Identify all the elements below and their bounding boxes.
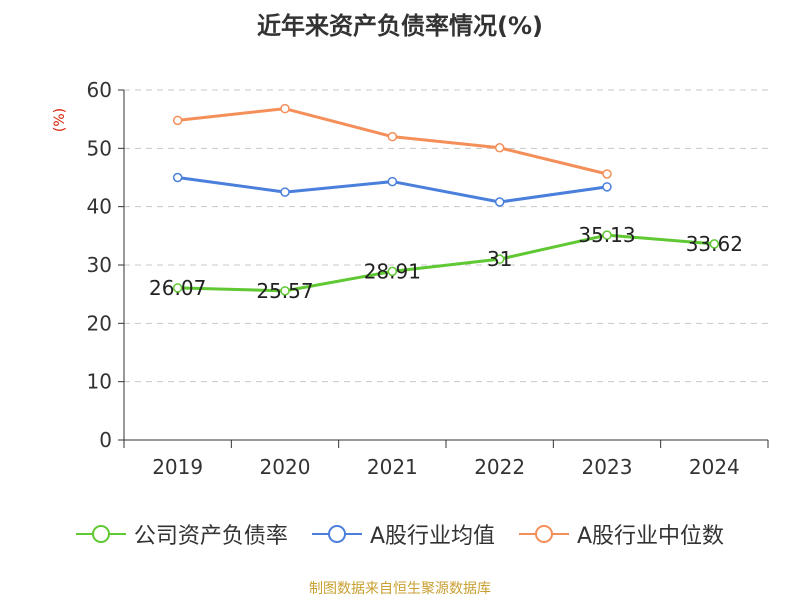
data-point-company: [602, 230, 612, 240]
data-point-industry-mean: [280, 187, 290, 197]
source-note: 制图数据来自恒生聚源数据库: [309, 581, 491, 597]
y-tick-label: 50: [87, 136, 112, 160]
y-tick-label: 60: [87, 78, 112, 102]
data-point-company: [172, 283, 183, 293]
data-label: 33.62: [686, 232, 743, 256]
chart-title: 近年来资产负债率情况(%): [257, 12, 543, 40]
legend-item-industry-mean[interactable]: A股行业均值: [311, 518, 495, 550]
data-point-industry-median: [602, 169, 612, 179]
legend-item-company[interactable]: 公司资产负债率: [75, 518, 288, 550]
data-label: 25.57: [256, 279, 313, 303]
x-tick-label: 2022: [474, 455, 525, 479]
data-point-industry-median: [387, 131, 398, 142]
legend: 公司资产负债率 A股行业均值 A股行业中位数: [0, 518, 800, 550]
x-tick-label: 2021: [367, 455, 418, 479]
y-tick-label: 30: [87, 253, 112, 277]
legend-item-industry-median[interactable]: A股行业中位数: [519, 518, 724, 550]
data-point-industry-median: [494, 143, 505, 153]
y-tick-label: 40: [87, 195, 112, 219]
data-label: 35.13: [578, 223, 635, 247]
x-tick-label: 2019: [152, 455, 203, 479]
legend-label-company: 公司资产负债率: [133, 524, 288, 549]
data-point-company: [280, 286, 290, 296]
data-point-industry-median: [280, 103, 290, 114]
data-label: 28.91: [364, 259, 421, 283]
x-tick-label: 2023: [582, 455, 633, 479]
x-tick-label: 2024: [689, 455, 740, 479]
y-tick-label: 20: [87, 311, 112, 335]
data-point-company: [387, 266, 398, 277]
x-tick-label: 2020: [260, 455, 311, 479]
legend-swatch-industry-mean: [311, 525, 362, 543]
data-label: 31: [487, 247, 512, 271]
legend-swatch-company: [75, 525, 126, 543]
data-point-company: [494, 254, 505, 264]
data-point-industry-mean: [494, 197, 505, 207]
legend-label-industry-median: A股行业中位数: [577, 524, 725, 549]
data-point-company: [709, 239, 720, 249]
data-label: 26.07: [149, 276, 206, 300]
data-point-industry-mean: [172, 172, 183, 183]
data-point-industry-mean: [387, 176, 398, 187]
y-tick-label: 10: [87, 370, 112, 394]
y-tick-label: 0: [99, 428, 112, 452]
series-line-company: [177, 233, 715, 293]
legend-label-industry-mean: A股行业均值: [369, 524, 495, 549]
data-point-industry-mean: [602, 182, 612, 192]
legend-swatch-industry-median: [519, 525, 569, 543]
data-point-industry-median: [172, 115, 183, 126]
